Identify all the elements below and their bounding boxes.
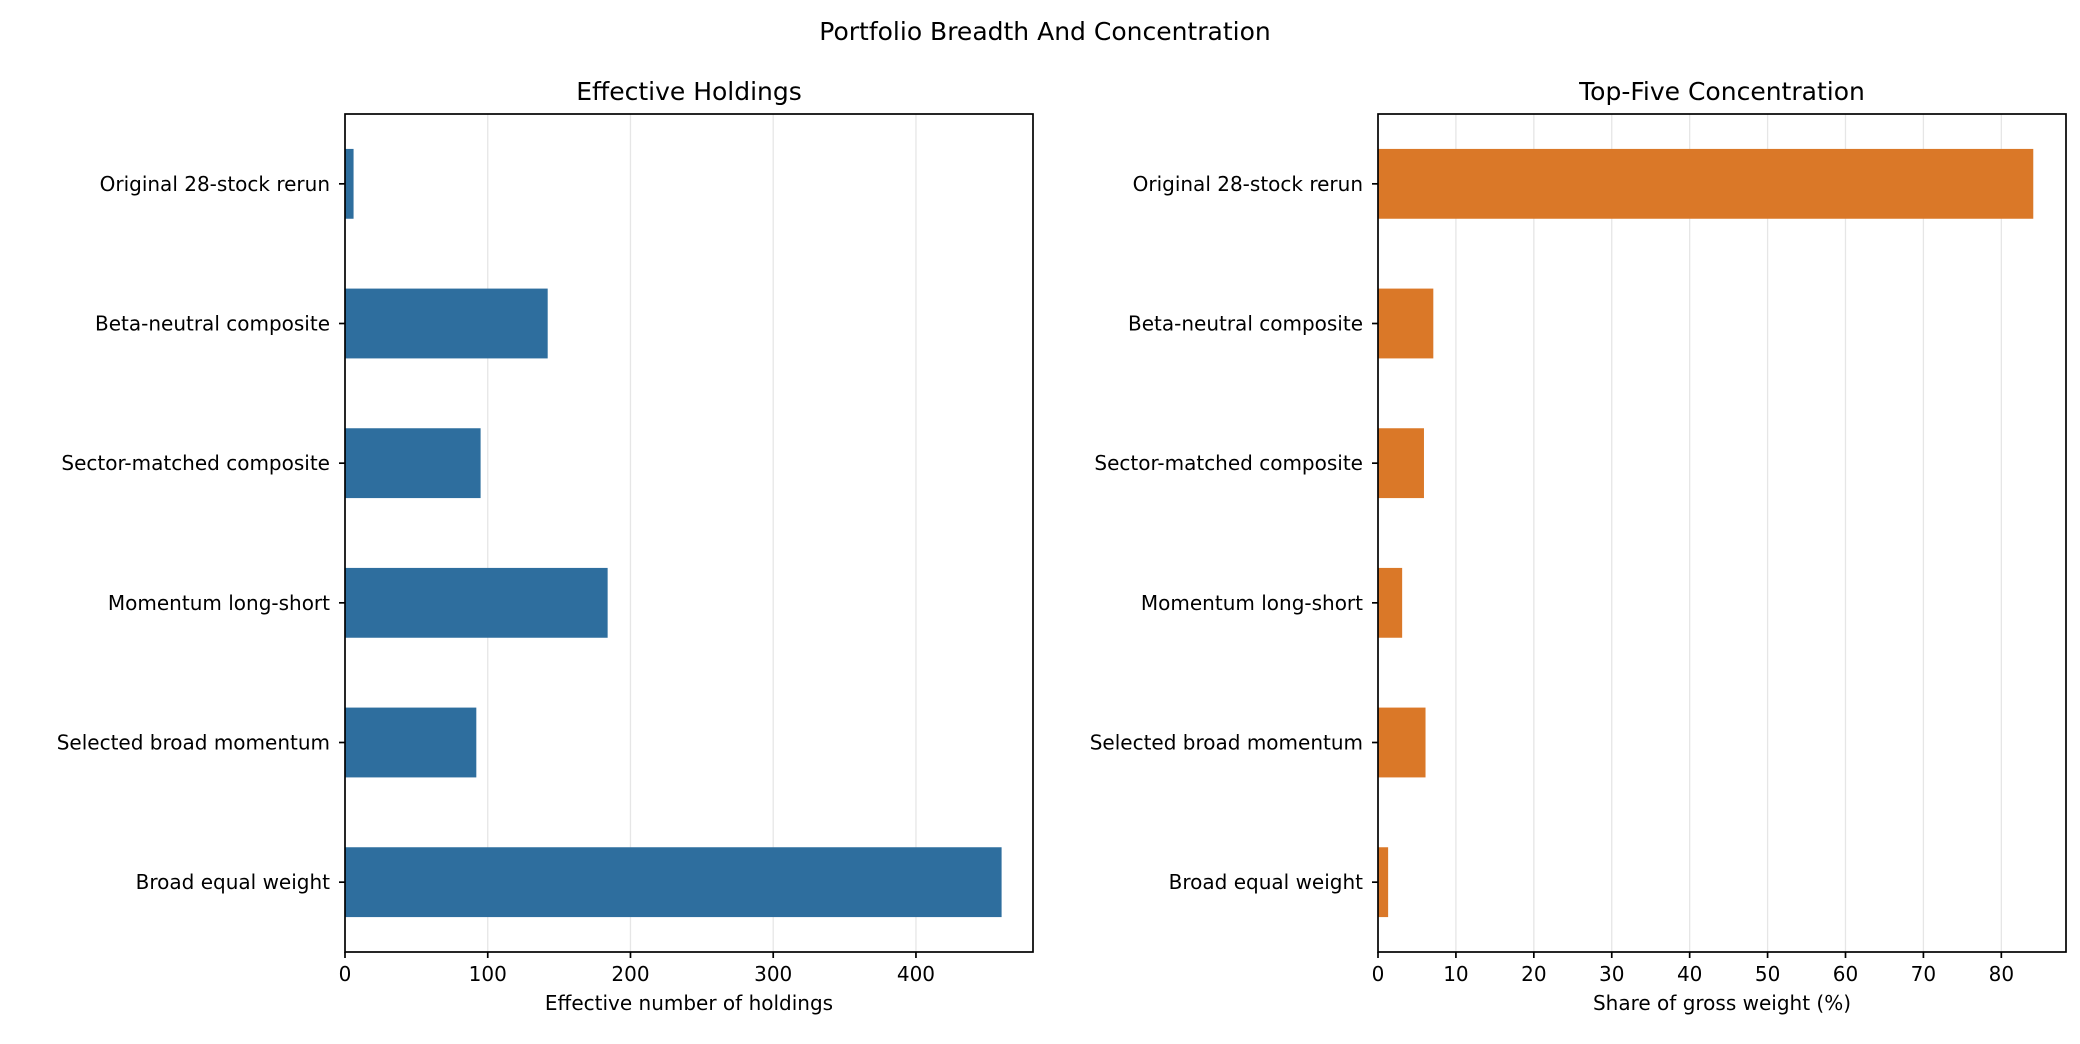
bar-holdings-4 — [345, 567, 608, 638]
x-axis-label: Effective number of holdings — [545, 991, 833, 1015]
x-tick-label: 70 — [1911, 962, 1936, 986]
y-tick-label: Broad equal weight — [1169, 870, 1363, 894]
x-tick-label: 80 — [1989, 962, 2014, 986]
bar-holdings-3 — [345, 428, 481, 499]
bar-concentration-5 — [1378, 707, 1426, 778]
y-tick-label: Beta-neutral composite — [1128, 312, 1363, 336]
panel-title: Top-Five Concentration — [1578, 77, 1865, 106]
y-tick-label: Sector-matched composite — [1094, 451, 1363, 475]
plot-frame — [1377, 113, 2067, 953]
x-tick-label: 400 — [897, 962, 935, 986]
bar-holdings-2 — [345, 288, 548, 359]
bar-holdings-5 — [345, 707, 477, 778]
y-tick-label: Original 28-stock rerun — [100, 172, 330, 196]
y-tick-label: Selected broad momentum — [57, 731, 330, 755]
bar-concentration-2 — [1378, 288, 1434, 359]
x-axis-label: Share of gross weight (%) — [1593, 991, 1851, 1015]
y-tick-label: Original 28-stock rerun — [1133, 172, 1363, 196]
bar-concentration-1 — [1378, 148, 2034, 219]
x-tick-label: 20 — [1521, 962, 1546, 986]
effective-holdings-panel: Original 28-stock rerun Beta-neutral comp… — [57, 77, 1034, 1015]
bar-concentration-3 — [1378, 428, 1424, 499]
bar-holdings-6 — [345, 847, 1002, 918]
x-tick-label: 40 — [1677, 962, 1702, 986]
y-tick-label: Momentum long-short — [1141, 591, 1363, 615]
bar-concentration-6 — [1378, 847, 1389, 918]
panel-title: Effective Holdings — [576, 77, 802, 106]
bar-concentration-4 — [1378, 567, 1403, 638]
x-tick-label: 200 — [611, 962, 649, 986]
plot-frame — [344, 113, 1034, 953]
x-tick-label: 10 — [1443, 962, 1468, 986]
bar-holdings-1 — [345, 148, 354, 219]
y-tick-label: Beta-neutral composite — [95, 312, 330, 336]
y-tick-label: Broad equal weight — [136, 870, 330, 894]
x-tick-label: 50 — [1755, 962, 1780, 986]
x-tick-label: 60 — [1833, 962, 1858, 986]
y-tick-label: Sector-matched composite — [61, 451, 330, 475]
y-tick-label: Momentum long-short — [108, 591, 330, 615]
figure-title: Portfolio Breadth And Concentration — [819, 17, 1270, 46]
x-tick-label: 30 — [1599, 962, 1624, 986]
x-tick-label: 100 — [469, 962, 507, 986]
x-tick-label: 0 — [1372, 962, 1385, 986]
x-tick-label: 0 — [339, 962, 352, 986]
top-five-concentration-panel: Original 28-stock rerun Beta-neutral comp… — [1090, 77, 2067, 1015]
y-tick-label: Selected broad momentum — [1090, 731, 1363, 755]
x-tick-label: 300 — [754, 962, 792, 986]
